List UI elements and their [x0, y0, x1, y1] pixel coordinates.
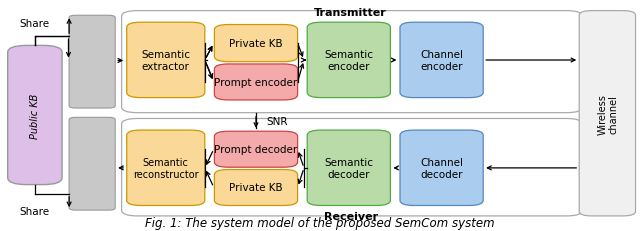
Text: Prompt decoder: Prompt decoder	[214, 145, 298, 155]
FancyBboxPatch shape	[307, 23, 390, 98]
Text: Transmitter: Transmitter	[314, 8, 387, 18]
Text: Public KB: Public KB	[30, 93, 40, 138]
FancyBboxPatch shape	[579, 12, 636, 216]
FancyBboxPatch shape	[400, 23, 483, 98]
Text: Channel
encoder: Channel encoder	[420, 50, 463, 71]
FancyBboxPatch shape	[8, 46, 62, 185]
FancyBboxPatch shape	[214, 65, 298, 100]
FancyBboxPatch shape	[214, 25, 298, 62]
FancyBboxPatch shape	[214, 132, 298, 167]
FancyBboxPatch shape	[69, 16, 115, 109]
FancyBboxPatch shape	[127, 23, 205, 98]
Text: Semantic
reconstructor: Semantic reconstructor	[133, 157, 198, 179]
FancyBboxPatch shape	[127, 131, 205, 206]
Text: Share: Share	[19, 19, 50, 29]
Text: Semantic
decoder: Semantic decoder	[324, 157, 373, 179]
Text: Semantic
extractor: Semantic extractor	[141, 50, 190, 71]
FancyBboxPatch shape	[307, 131, 390, 206]
FancyBboxPatch shape	[400, 131, 483, 206]
Text: Receiver: Receiver	[324, 211, 378, 221]
Text: SNR: SNR	[266, 117, 288, 127]
Text: Prompt encoder: Prompt encoder	[214, 78, 298, 88]
Text: Fig. 1: The system model of the proposed SemCom system: Fig. 1: The system model of the proposed…	[145, 216, 495, 229]
Text: Semantic
encoder: Semantic encoder	[324, 50, 373, 71]
FancyBboxPatch shape	[214, 170, 298, 206]
FancyBboxPatch shape	[69, 118, 115, 210]
Text: Private KB: Private KB	[229, 183, 283, 193]
Text: Channel
decoder: Channel decoder	[420, 157, 463, 179]
Text: Share: Share	[19, 206, 50, 216]
Text: Private KB: Private KB	[229, 39, 283, 49]
Text: Wireless
channel: Wireless channel	[597, 93, 619, 134]
